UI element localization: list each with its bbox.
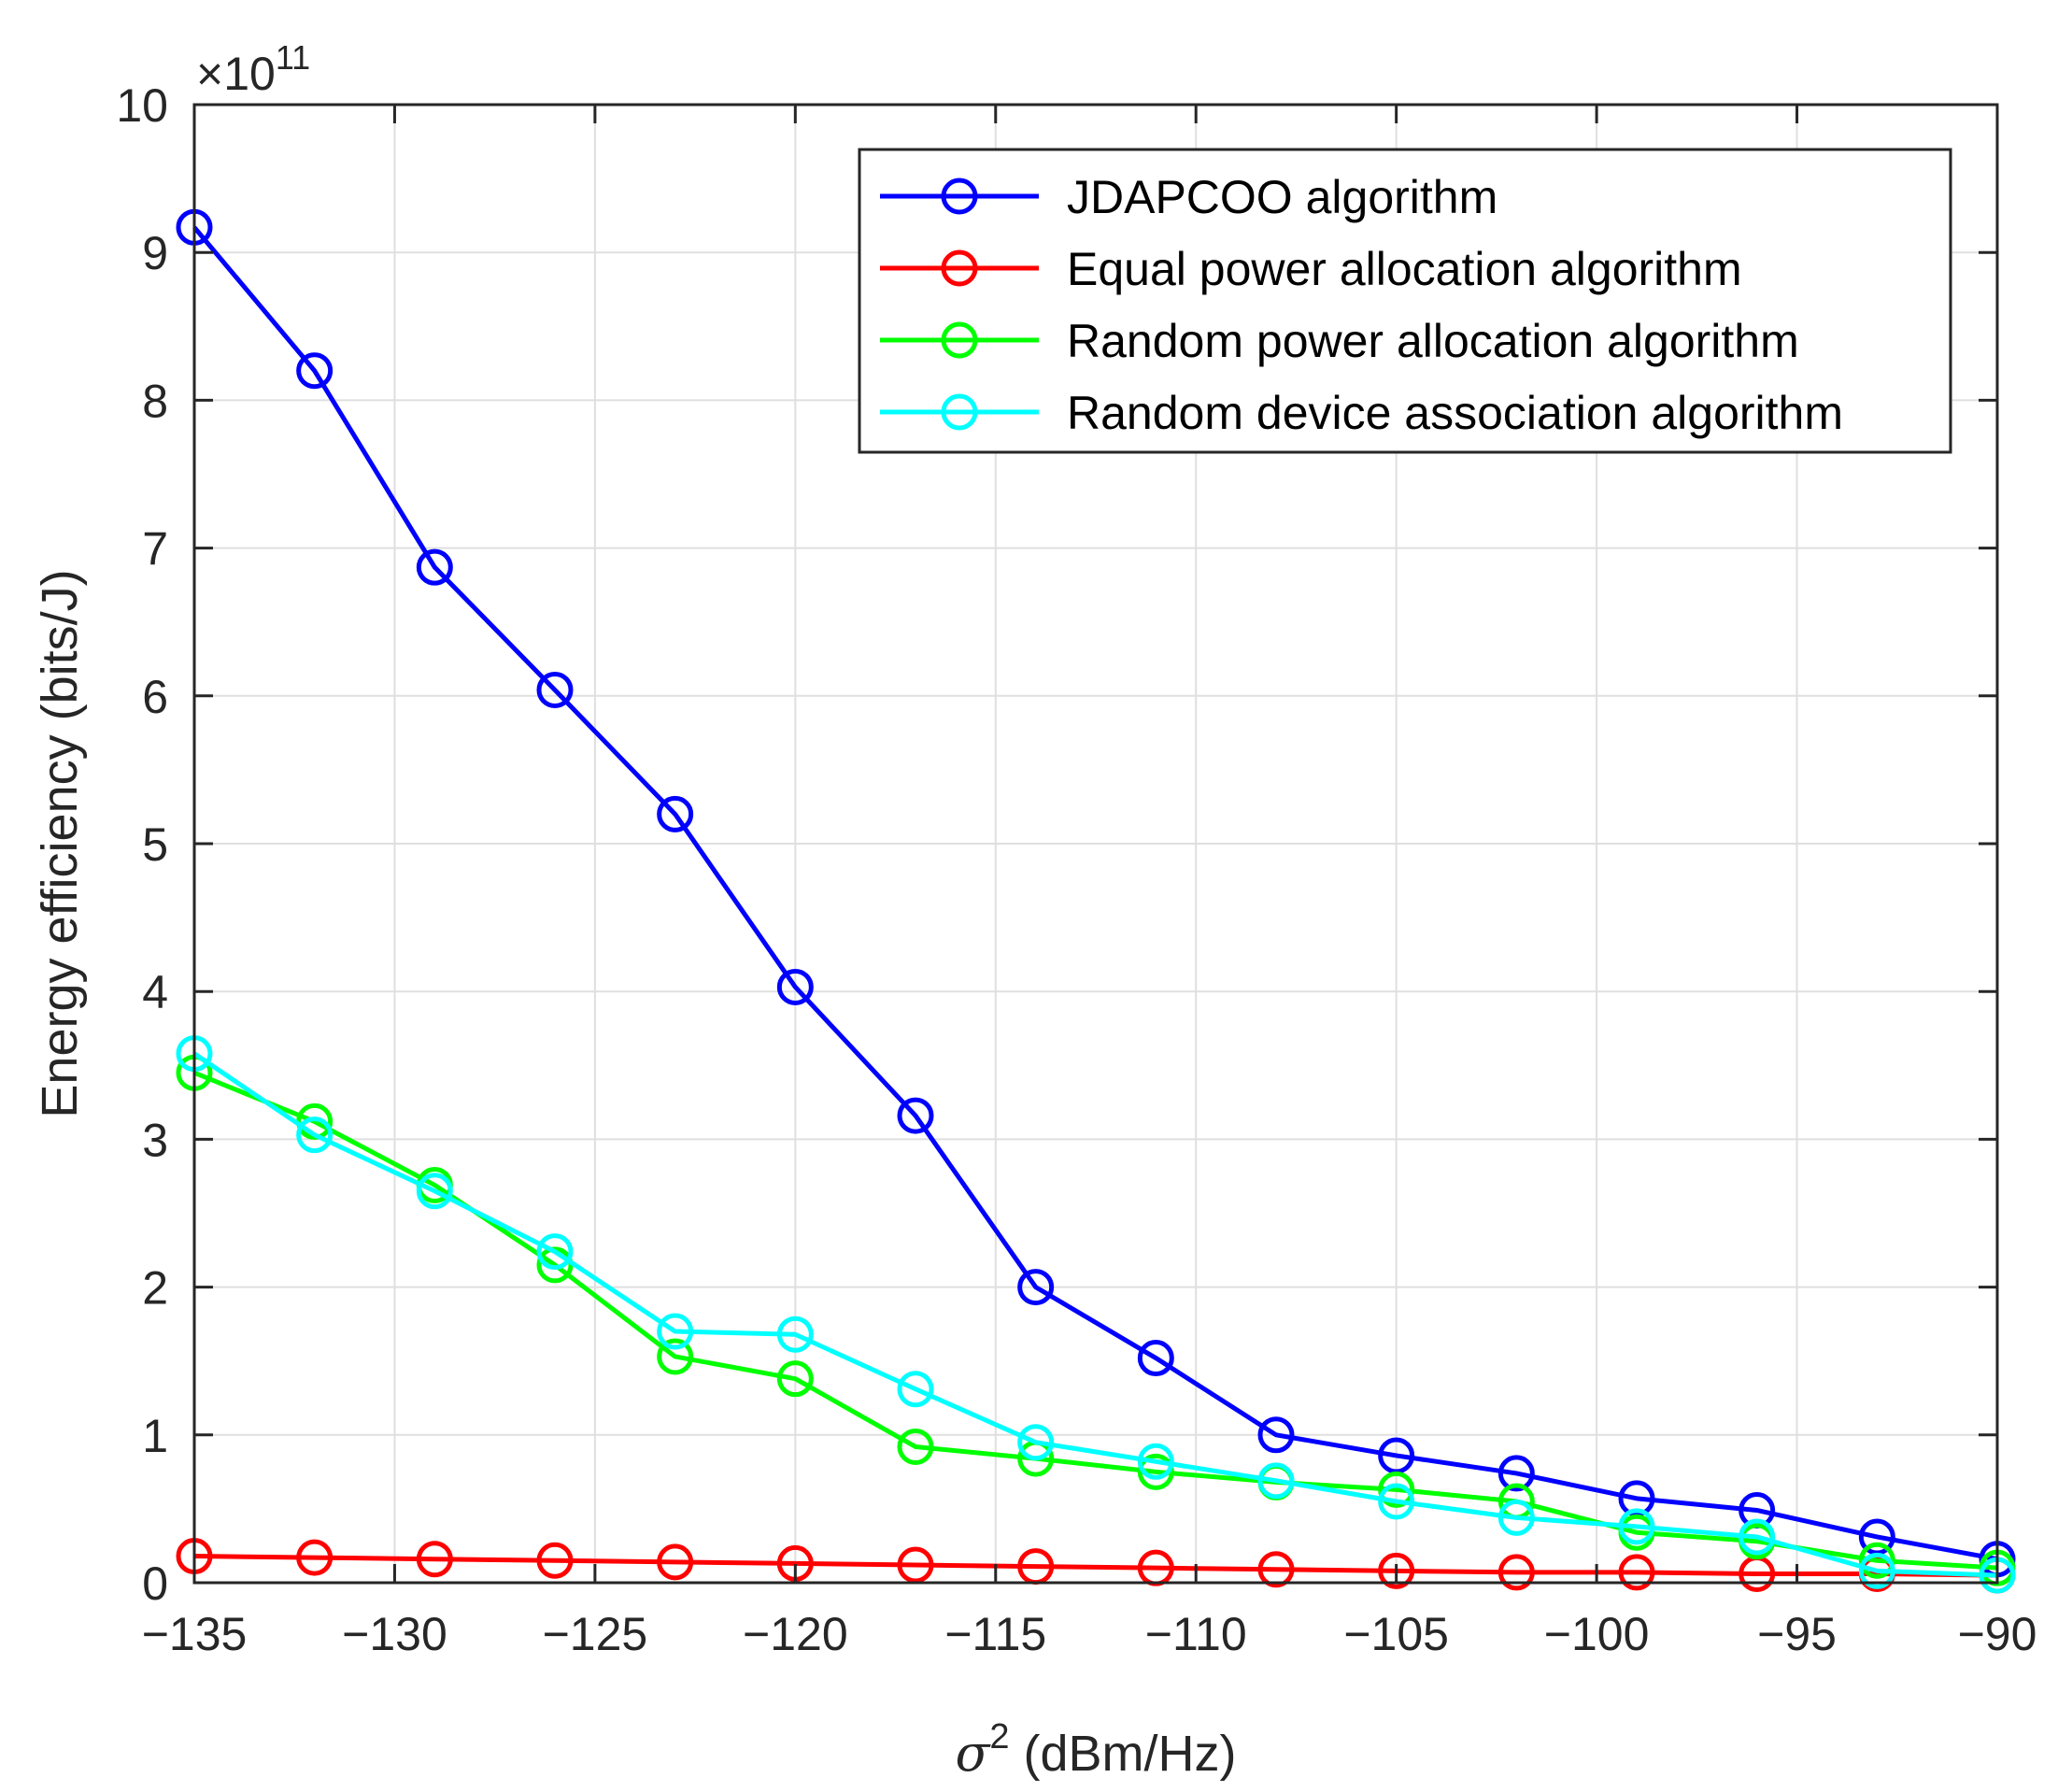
data-point xyxy=(416,1173,453,1210)
data-point xyxy=(657,1543,694,1581)
x-tick-label: −120 xyxy=(743,1608,848,1660)
data-point xyxy=(657,1338,694,1375)
y-tick-label: 10 xyxy=(116,79,168,132)
x-tick-label: −130 xyxy=(342,1608,447,1660)
y-tick-label: 7 xyxy=(142,523,168,576)
data-point xyxy=(1257,1462,1295,1500)
data-point xyxy=(897,1371,934,1408)
data-point xyxy=(1497,1455,1535,1492)
legend-item: Random power allocation algorithm xyxy=(880,315,1799,367)
data-point xyxy=(1497,1554,1535,1591)
data-point xyxy=(897,1428,934,1465)
data-point xyxy=(536,1233,574,1271)
y-tick-label: 2 xyxy=(142,1262,168,1315)
data-point xyxy=(1017,1424,1055,1461)
series-2 xyxy=(176,1538,2016,1594)
legend-label: JDAPCOO algorithm xyxy=(1067,171,1497,223)
y-tick-label: 9 xyxy=(142,227,168,279)
y-tick-label: 8 xyxy=(142,375,168,427)
data-point xyxy=(897,1097,934,1134)
x-tick-label: −95 xyxy=(1757,1608,1837,1660)
x-tick-label: −100 xyxy=(1544,1608,1650,1660)
legend-marker-swatch xyxy=(941,393,978,431)
series-3 xyxy=(176,1054,2016,1586)
data-point xyxy=(1017,1269,1055,1306)
y-tick-label: 6 xyxy=(142,671,168,723)
data-point xyxy=(296,1116,334,1154)
data-point xyxy=(1378,1471,1415,1508)
legend-label: Equal power allocation algorithm xyxy=(1067,243,1742,295)
data-point xyxy=(296,352,334,390)
data-point xyxy=(1257,1551,1295,1588)
data-point xyxy=(296,1539,334,1576)
x-tick-label: −125 xyxy=(543,1608,648,1660)
data-series xyxy=(176,208,2016,1594)
data-point xyxy=(536,671,574,708)
series-line xyxy=(193,1070,1998,1571)
data-point xyxy=(1618,1554,1655,1591)
y-tick-label: 0 xyxy=(142,1557,168,1610)
data-point xyxy=(657,1313,694,1350)
legend-item: JDAPCOO algorithm xyxy=(880,171,1497,223)
data-point xyxy=(1738,1518,1776,1556)
data-point xyxy=(416,1541,453,1578)
data-point xyxy=(536,1542,574,1579)
data-point xyxy=(1618,1508,1655,1545)
data-point xyxy=(1858,1542,1895,1579)
series-line xyxy=(192,225,1998,1562)
y-axis-label: Energy efficiency (bits/J) xyxy=(32,569,88,1117)
data-point xyxy=(1137,1453,1174,1490)
x-axis-label: σ2 (dBm/Hz) xyxy=(955,1717,1236,1783)
x-tick-label: −110 xyxy=(1145,1608,1247,1660)
x-tick-label: −90 xyxy=(1958,1608,2037,1660)
y-tick-label: 1 xyxy=(142,1410,168,1462)
legend-item: Random device association algorithm xyxy=(880,387,1843,439)
data-point xyxy=(776,1360,814,1398)
legend-marker-swatch xyxy=(941,249,978,287)
legend-item: Equal power allocation algorithm xyxy=(880,243,1742,295)
legend-label: Random power allocation algorithm xyxy=(1067,315,1799,367)
data-point xyxy=(1257,1416,1295,1454)
data-point xyxy=(1137,1340,1174,1377)
data-point xyxy=(897,1546,934,1584)
x-tick-label: −105 xyxy=(1343,1608,1449,1660)
data-point xyxy=(416,548,453,586)
y-exponent-label: ×1011 xyxy=(196,38,310,100)
data-point xyxy=(776,968,814,1005)
legend-marker-swatch xyxy=(941,178,978,215)
data-point xyxy=(1137,1443,1174,1480)
y-tick-label: 5 xyxy=(142,818,168,871)
axis-ticks: −135 −130 −125 −120 −115 −110 −105 −100 −95 −90 0 1… xyxy=(116,79,2037,1660)
data-point xyxy=(1858,1552,1895,1589)
legend: JDAPCOO algorithm Equal power allocation … xyxy=(858,148,1952,454)
legend-label: Random device association algorithm xyxy=(1067,387,1843,439)
y-tick-label: 4 xyxy=(142,966,168,1018)
series-line xyxy=(192,1051,1998,1578)
y-tick-label: 3 xyxy=(142,1114,168,1166)
series-line xyxy=(193,1554,1998,1578)
data-point xyxy=(776,1316,814,1353)
data-point xyxy=(1378,1483,1415,1520)
legend-box xyxy=(858,148,1952,454)
data-point xyxy=(657,795,694,832)
x-tick-label: −115 xyxy=(944,1608,1046,1660)
legend-marker-swatch xyxy=(941,321,978,359)
data-point xyxy=(1497,1499,1535,1536)
x-tick-label: −135 xyxy=(142,1608,248,1660)
data-point xyxy=(1378,1552,1415,1589)
series-4 xyxy=(176,1035,2016,1594)
